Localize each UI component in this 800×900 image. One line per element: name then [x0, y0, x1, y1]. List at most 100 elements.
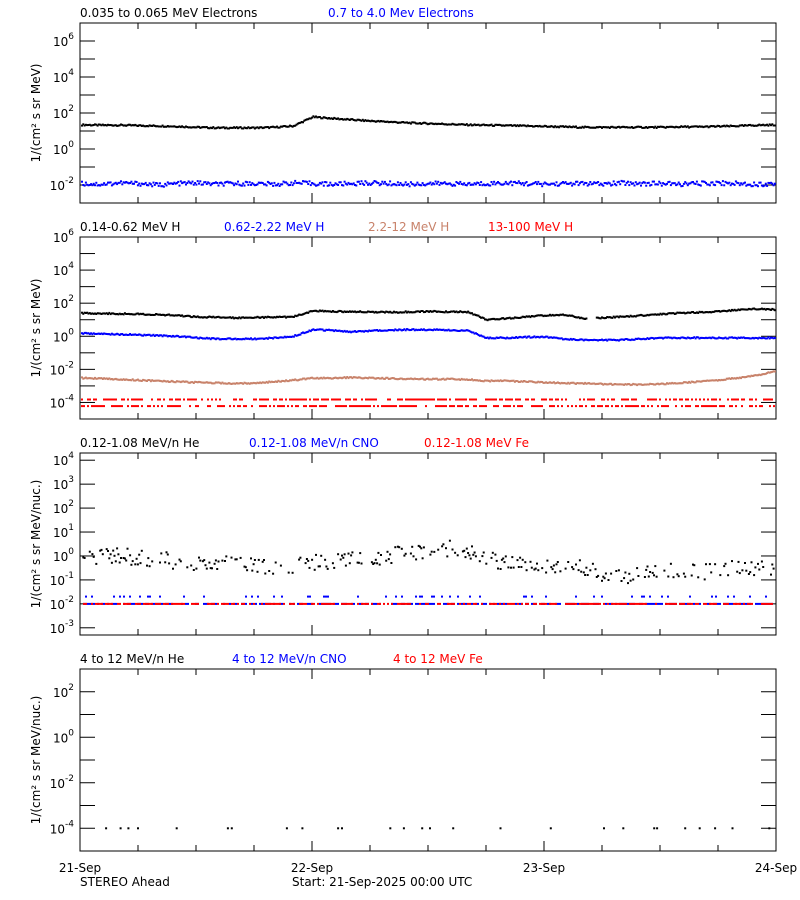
- data-point: [500, 183, 503, 186]
- data-point: [590, 339, 593, 341]
- data-point: [169, 602, 171, 605]
- data-point: [253, 398, 255, 401]
- data-point: [203, 181, 206, 184]
- data-point: [477, 182, 480, 184]
- data-point: [521, 124, 524, 127]
- data-point: [359, 310, 362, 313]
- data-point: [229, 337, 232, 340]
- data-point: [287, 184, 290, 187]
- data-point: [391, 602, 393, 605]
- data-point: [504, 124, 507, 127]
- data-point: [728, 377, 731, 380]
- data-point: [647, 398, 649, 401]
- data-point: [549, 313, 551, 316]
- data-point: [321, 328, 324, 331]
- data-point: [701, 405, 703, 408]
- data-point: [641, 314, 644, 317]
- data-point: [534, 567, 537, 570]
- data-point: [734, 180, 737, 183]
- data-point: [285, 379, 288, 382]
- data-point: [116, 547, 119, 550]
- data-point: [272, 572, 275, 575]
- data-point: [615, 339, 618, 342]
- data-point: [526, 124, 529, 127]
- data-point: [381, 405, 383, 408]
- data-point: [584, 574, 587, 576]
- data-point: [750, 561, 753, 564]
- data-point: [478, 334, 481, 337]
- data-point: [298, 313, 301, 316]
- data-point: [510, 317, 512, 320]
- data-point: [309, 184, 312, 187]
- data-point: [710, 125, 713, 127]
- data-point: [479, 405, 481, 408]
- data-point: [222, 338, 225, 341]
- data-point: [195, 126, 198, 129]
- data-point: [424, 184, 427, 187]
- data-point: [531, 595, 533, 598]
- data-point: [476, 314, 479, 317]
- data-point: [495, 602, 497, 605]
- data-point: [515, 602, 517, 605]
- data-point: [373, 180, 376, 182]
- data-point: [285, 336, 288, 339]
- data-point: [590, 382, 593, 385]
- data-point: [763, 307, 766, 310]
- data-point: [213, 382, 216, 385]
- data-point: [675, 125, 678, 128]
- data-point: [356, 118, 359, 121]
- data-point: [329, 329, 332, 332]
- data-point: [377, 551, 380, 554]
- data-point: [218, 316, 221, 319]
- data-point: [527, 602, 529, 605]
- data-point: [268, 570, 271, 572]
- data-point: [736, 337, 739, 340]
- data-point: [510, 379, 512, 382]
- data-point: [108, 377, 111, 380]
- data-point: [185, 380, 187, 383]
- data-point: [469, 595, 471, 598]
- data-point: [359, 602, 361, 605]
- series-2-4: [81, 398, 775, 408]
- data-point: [278, 380, 281, 383]
- data-point: [591, 182, 594, 185]
- data-point: [543, 336, 546, 339]
- data-point: [771, 123, 774, 126]
- data-point: [494, 553, 497, 556]
- data-point: [631, 405, 633, 408]
- data-point: [749, 123, 752, 126]
- data-point: [203, 316, 206, 319]
- data-point: [297, 398, 299, 401]
- data-point: [546, 183, 549, 186]
- data-point: [103, 332, 106, 335]
- data-point: [733, 602, 735, 605]
- data-point: [385, 310, 388, 313]
- data-point: [399, 377, 402, 380]
- data-point: [352, 376, 355, 379]
- data-point: [675, 398, 677, 401]
- data-point: [576, 126, 579, 129]
- data-point: [183, 126, 186, 129]
- data-point: [598, 382, 601, 385]
- data-point: [620, 179, 623, 182]
- data-point: [240, 316, 243, 319]
- data-point: [237, 602, 239, 605]
- data-point: [430, 310, 433, 313]
- data-point: [506, 317, 509, 320]
- data-point: [681, 405, 683, 408]
- data-point: [120, 557, 122, 559]
- data-point: [519, 405, 521, 408]
- y-axis-label: 1/(cm² s sr MeV): [29, 64, 43, 163]
- data-point: [411, 328, 414, 331]
- data-point: [309, 376, 312, 379]
- data-point: [541, 405, 543, 408]
- data-point: [376, 377, 379, 380]
- data-point: [356, 376, 359, 379]
- data-point: [81, 376, 83, 379]
- data-point: [747, 602, 749, 605]
- data-point: [113, 124, 116, 127]
- data-point: [307, 118, 310, 121]
- data-point: [765, 398, 767, 401]
- data-point: [238, 338, 241, 341]
- data-point: [261, 127, 264, 130]
